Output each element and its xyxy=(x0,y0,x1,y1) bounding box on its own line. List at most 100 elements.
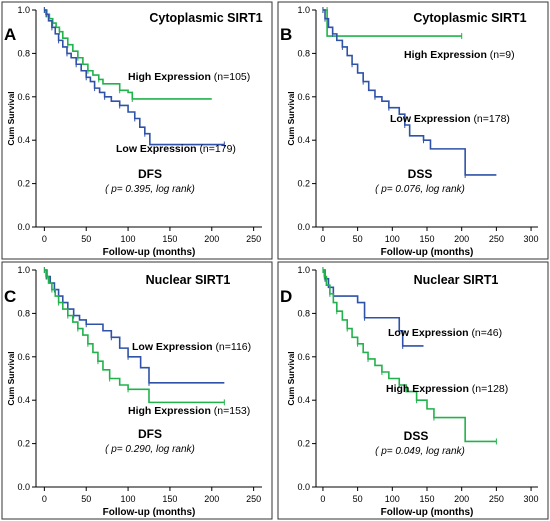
x-tick-label: 250 xyxy=(489,234,504,244)
x-tick-label: 300 xyxy=(524,234,539,244)
series-name: Low Expression xyxy=(390,113,473,125)
x-tick-label: 150 xyxy=(419,234,434,244)
series-annotation: High Expression (n=9) xyxy=(404,49,515,61)
x-tick-label: 100 xyxy=(121,494,136,504)
x-axis-label: Follow-up (months) xyxy=(103,247,196,258)
series-name: High Expression xyxy=(128,71,214,83)
x-tick-label: 100 xyxy=(121,234,136,244)
y-tick-label: 1.0 xyxy=(297,265,310,275)
y-tick-label: 1.0 xyxy=(17,265,30,275)
x-axis-label: Follow-up (months) xyxy=(103,507,196,518)
panel-title: Nuclear SIRT1 xyxy=(146,273,231,287)
series-name: High Expression xyxy=(386,383,472,395)
series-annotation: High Expression (n=153) xyxy=(128,405,250,417)
endpoint-label: DSS xyxy=(404,429,429,443)
km-panel-d: 0 50 100 150 200 250 300 0.0 0.2 0.4 0.6 0.8 1.0 Foll… xyxy=(277,261,549,520)
y-tick-label: 0.6 xyxy=(297,92,310,102)
x-tick-label: 150 xyxy=(162,234,177,244)
km-panel-b: 0 50 100 150 200 250 300 0.0 0.2 0.4 0.6 0.8 1.0 Foll… xyxy=(277,1,549,260)
y-axis-label: Cum Survival xyxy=(6,351,16,405)
y-tick-label: 0.0 xyxy=(17,482,30,492)
y-tick-label: 0.4 xyxy=(17,135,30,145)
panel-frame xyxy=(1,261,273,520)
x-tick-label: 250 xyxy=(246,494,261,504)
x-tick-label: 0 xyxy=(42,494,47,504)
x-tick-label: 250 xyxy=(246,234,261,244)
x-tick-label: 50 xyxy=(353,494,363,504)
km-panel-c: 0 50 100 150 200 250 0.0 0.2 0.4 0.6 0.8 1.0 Follow-… xyxy=(1,261,273,520)
y-tick-label: 1.0 xyxy=(17,5,30,15)
panel-title: Cytoplasmic SIRT1 xyxy=(413,11,526,25)
y-axis-label: Cum Survival xyxy=(286,351,296,405)
p-value-label: ( p= 0.049, log rank) xyxy=(375,446,465,457)
y-tick-label: 0.6 xyxy=(17,352,30,362)
y-tick-label: 0.8 xyxy=(297,308,310,318)
y-tick-label: 0.0 xyxy=(297,222,310,232)
series-annotation: Low Expression (n=116) xyxy=(132,341,251,353)
survival-curve-high xyxy=(44,269,225,404)
p-value-label: ( p= 0.076, log rank) xyxy=(375,184,465,195)
series-name: High Expression xyxy=(128,405,214,417)
series-n: (n=116) xyxy=(215,341,251,353)
panel-frame xyxy=(1,1,273,260)
series-n: (n=178) xyxy=(473,113,509,125)
series-annotation: Low Expression (n=178) xyxy=(390,113,510,125)
y-tick-label: 0.4 xyxy=(17,395,30,405)
km-panel-a: 0 50 100 150 200 250 0.0 0.2 0.4 0.6 0.8 1.0 Follow-… xyxy=(1,1,273,260)
panel-title: Cytoplasmic SIRT1 xyxy=(149,11,262,25)
endpoint-label: DFS xyxy=(138,167,162,181)
series-annotation: Low Expression (n=46) xyxy=(388,327,502,339)
series-n: (n=153) xyxy=(214,405,250,417)
p-value-label: ( p= 0.395, log rank) xyxy=(105,184,195,195)
panel-letter: D xyxy=(280,287,292,306)
y-tick-label: 0.8 xyxy=(297,48,310,58)
x-tick-label: 200 xyxy=(454,234,469,244)
x-tick-label: 150 xyxy=(162,494,177,504)
series-name: Low Expression xyxy=(132,341,215,353)
x-tick-label: 250 xyxy=(489,494,504,504)
endpoint-label: DFS xyxy=(138,427,162,441)
x-tick-label: 0 xyxy=(42,234,47,244)
series-name: Low Expression xyxy=(388,327,471,339)
x-tick-label: 200 xyxy=(204,234,219,244)
y-axis-label: Cum Survival xyxy=(286,91,296,145)
series-name: Low Expression xyxy=(116,143,199,155)
x-tick-label: 50 xyxy=(81,234,91,244)
x-tick-label: 100 xyxy=(385,494,400,504)
series-n: (n=46) xyxy=(471,327,502,339)
y-tick-label: 0.2 xyxy=(17,439,30,449)
x-tick-label: 50 xyxy=(353,234,363,244)
series-annotation: High Expression (n=105) xyxy=(128,71,250,83)
y-tick-label: 0.0 xyxy=(17,222,30,232)
x-tick-label: 0 xyxy=(320,234,325,244)
panel-letter: C xyxy=(4,287,16,306)
y-tick-label: 0.4 xyxy=(297,135,310,145)
x-tick-label: 100 xyxy=(385,234,400,244)
series-n: (n=179) xyxy=(199,143,235,155)
series-n: (n=9) xyxy=(490,49,515,61)
y-tick-label: 0.2 xyxy=(297,179,310,189)
x-tick-label: 150 xyxy=(419,494,434,504)
x-tick-label: 300 xyxy=(524,494,539,504)
y-tick-label: 1.0 xyxy=(297,5,310,15)
survival-curve-low xyxy=(322,9,497,176)
y-tick-label: 0.4 xyxy=(297,395,310,405)
x-tick-label: 200 xyxy=(204,494,219,504)
series-n: (n=128) xyxy=(472,383,508,395)
panel-letter: B xyxy=(280,25,292,44)
panel-letter: A xyxy=(4,25,16,44)
x-axis-label: Follow-up (months) xyxy=(381,247,474,258)
y-tick-label: 0.8 xyxy=(17,308,30,318)
survival-curve-high xyxy=(322,269,497,443)
y-tick-label: 0.2 xyxy=(297,439,310,449)
y-tick-label: 0.2 xyxy=(17,179,30,189)
y-tick-label: 0.0 xyxy=(297,482,310,492)
x-tick-label: 0 xyxy=(320,494,325,504)
series-name: High Expression xyxy=(404,49,490,61)
panel-frame xyxy=(277,1,549,260)
y-axis-label: Cum Survival xyxy=(6,91,16,145)
p-value-label: ( p= 0.290, log rank) xyxy=(105,444,195,455)
endpoint-label: DSS xyxy=(408,167,433,181)
y-tick-label: 0.6 xyxy=(297,352,310,362)
